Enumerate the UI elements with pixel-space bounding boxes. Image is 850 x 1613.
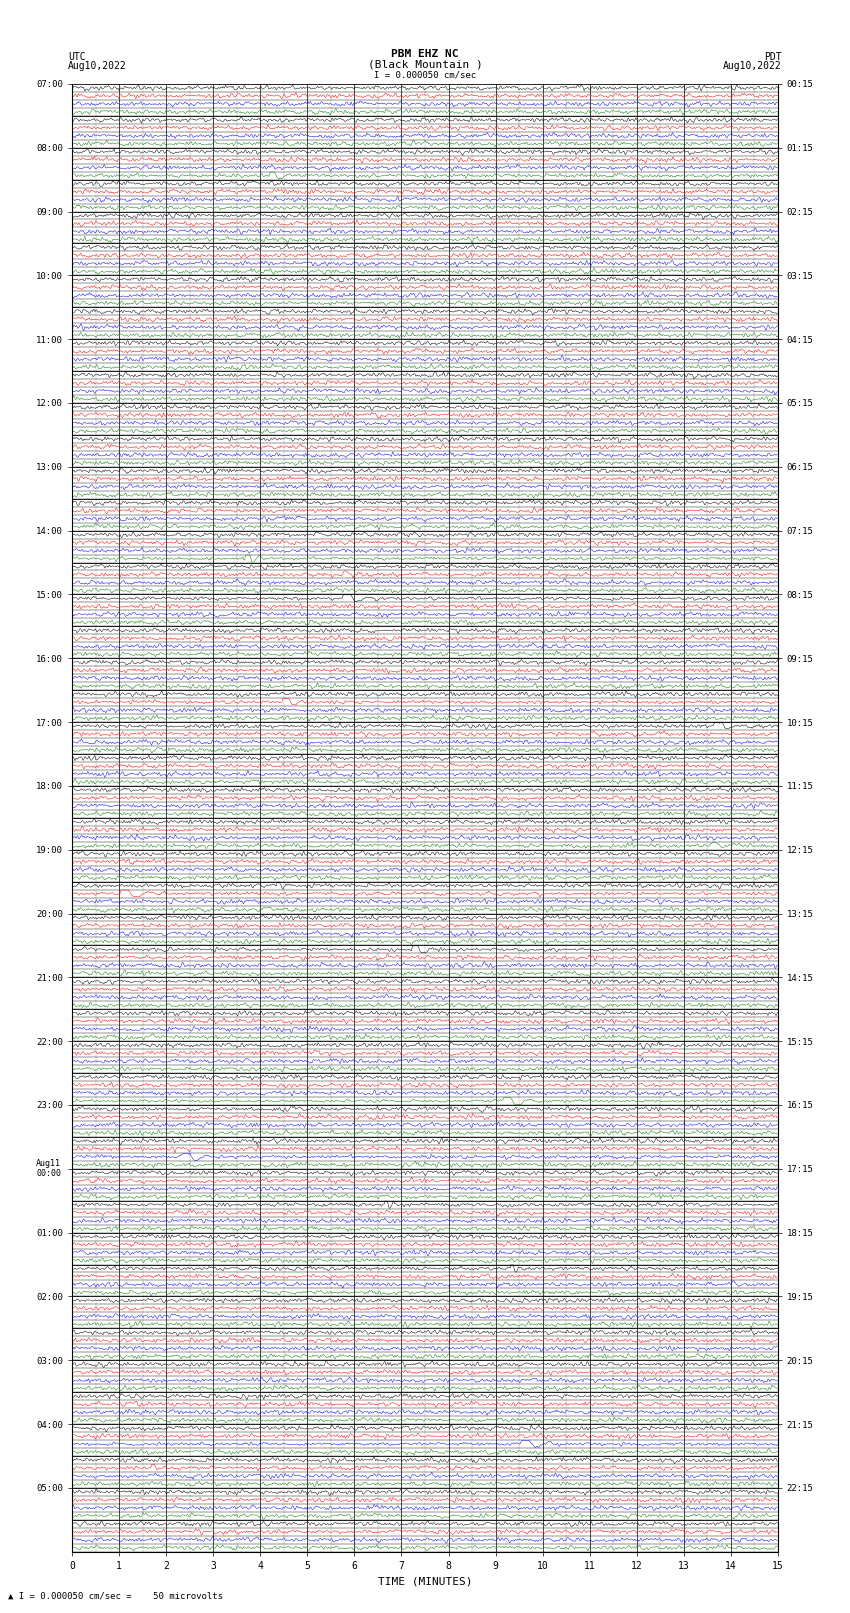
- Text: UTC: UTC: [68, 52, 86, 61]
- Text: PBM EHZ NC: PBM EHZ NC: [391, 48, 459, 58]
- Text: PDT: PDT: [764, 52, 782, 61]
- X-axis label: TIME (MINUTES): TIME (MINUTES): [377, 1576, 473, 1586]
- Text: Aug10,2022: Aug10,2022: [68, 61, 127, 71]
- Text: ▲ I = 0.000050 cm/sec =    50 microvolts: ▲ I = 0.000050 cm/sec = 50 microvolts: [8, 1590, 224, 1600]
- Text: I = 0.000050 cm/sec: I = 0.000050 cm/sec: [374, 69, 476, 79]
- Text: (Black Mountain ): (Black Mountain ): [367, 60, 483, 69]
- Text: Aug11
00:00: Aug11 00:00: [37, 1160, 61, 1179]
- Text: Aug10,2022: Aug10,2022: [723, 61, 782, 71]
